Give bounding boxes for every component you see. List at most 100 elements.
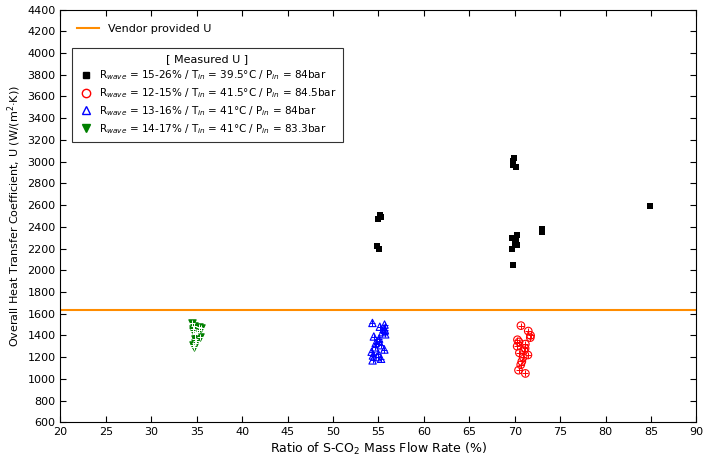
Point (373, 350, 384, 357)
Point (512, 232, 523, 239)
Point (366, 348, 377, 356)
Point (374, 335, 385, 342)
Point (189, 335, 201, 342)
Point (372, 215, 384, 223)
Point (375, 213, 386, 221)
Point (190, 331, 201, 338)
Legend: R$_{wave}$ = 15-26% / T$_{in}$ = 39.5°C / P$_{in}$ = 84bar, R$_{wave}$ = 12-15% : R$_{wave}$ = 15-26% / T$_{in}$ = 39.5°C … (72, 48, 342, 142)
Point (516, 358, 527, 365)
Point (374, 211, 386, 219)
Point (511, 343, 523, 350)
Point (379, 331, 391, 338)
Point (189, 339, 201, 347)
Point (367, 319, 378, 326)
Point (186, 320, 198, 327)
Point (513, 367, 524, 374)
Point (513, 338, 525, 346)
Point (196, 324, 207, 332)
Point (189, 344, 200, 351)
Point (368, 333, 379, 340)
Point (379, 325, 390, 332)
Point (194, 333, 206, 340)
Point (376, 328, 388, 336)
Point (375, 342, 386, 349)
Point (525, 334, 536, 341)
Point (518, 347, 530, 354)
Point (369, 344, 381, 351)
Point (376, 328, 388, 336)
Point (523, 327, 534, 335)
Point (507, 245, 518, 252)
Point (373, 337, 384, 344)
Point (189, 330, 201, 337)
Point (188, 327, 199, 335)
Point (367, 357, 378, 364)
Point (514, 349, 525, 357)
Point (379, 346, 390, 353)
Point (513, 338, 525, 346)
Point (507, 158, 518, 166)
Point (515, 322, 527, 329)
Point (379, 331, 391, 338)
Point (187, 342, 199, 349)
Point (520, 340, 531, 348)
Point (510, 237, 522, 244)
Point (191, 328, 203, 336)
Point (188, 327, 199, 335)
Point (189, 322, 200, 329)
X-axis label: Ratio of S-CO$_2$ Mass Flow Rate (%): Ratio of S-CO$_2$ Mass Flow Rate (%) (270, 441, 487, 457)
Point (507, 157, 518, 164)
Point (511, 242, 523, 249)
Point (536, 225, 547, 233)
Point (371, 243, 382, 250)
Point (191, 328, 203, 336)
Point (520, 340, 531, 348)
Point (508, 155, 519, 162)
Point (506, 234, 518, 241)
Point (515, 361, 526, 369)
Point (189, 330, 201, 337)
Point (379, 325, 390, 332)
Point (379, 326, 391, 334)
Point (515, 322, 527, 329)
Point (515, 361, 526, 369)
Point (186, 320, 198, 327)
Point (511, 343, 523, 350)
Point (190, 337, 201, 344)
Point (520, 370, 531, 377)
Point (518, 353, 529, 361)
Point (523, 327, 534, 335)
Point (372, 353, 383, 361)
Point (368, 333, 379, 340)
Point (194, 323, 205, 331)
Point (520, 345, 531, 352)
Point (189, 339, 201, 347)
Point (190, 337, 201, 344)
Point (512, 336, 523, 344)
Point (194, 323, 205, 331)
Point (367, 357, 378, 364)
Point (520, 370, 531, 377)
Point (379, 346, 390, 353)
Point (373, 350, 384, 357)
Point (187, 325, 199, 332)
Point (512, 336, 523, 344)
Point (379, 321, 390, 328)
Point (369, 344, 381, 351)
Point (372, 353, 383, 361)
Point (514, 349, 525, 357)
Point (374, 323, 386, 331)
Point (507, 261, 518, 269)
Point (513, 367, 524, 374)
Y-axis label: Overall Heat Transfer Coefficient, U (W/(m$^2$·K)): Overall Heat Transfer Coefficient, U (W/… (6, 85, 23, 347)
Point (537, 229, 548, 236)
Point (367, 352, 379, 359)
Point (644, 202, 656, 210)
Point (379, 326, 391, 334)
Point (379, 321, 390, 328)
Point (510, 163, 522, 171)
Point (525, 332, 536, 339)
Point (194, 326, 205, 334)
Point (196, 324, 207, 332)
Point (525, 334, 536, 341)
